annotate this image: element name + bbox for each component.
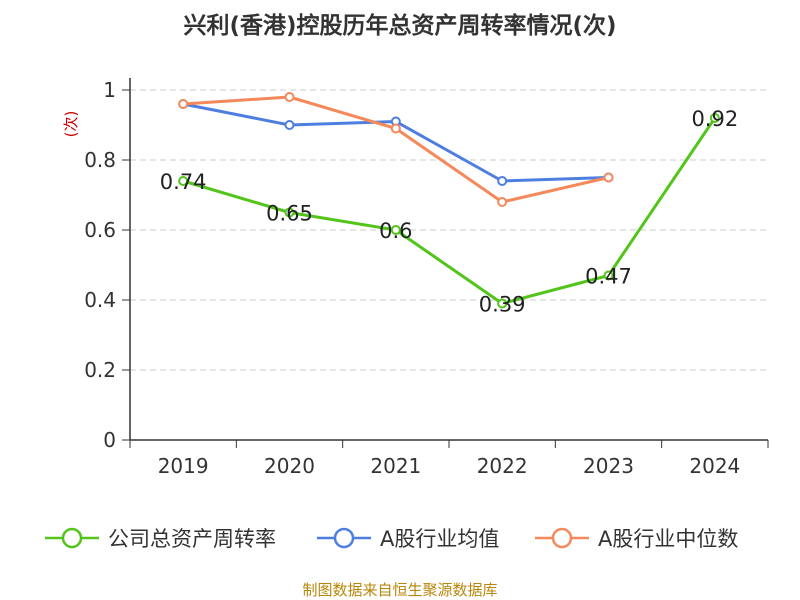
source-note: 制图数据来自恒生聚源数据库 — [302, 581, 498, 599]
series-line — [183, 95, 609, 204]
data-point — [709, 113, 720, 123]
legend-item[interactable]: 公司总资产周转率 — [44, 520, 276, 556]
data-point — [284, 92, 295, 102]
series-line — [182, 102, 609, 183]
data-labels: 0.74 0.65 0.6 0.39 0.47 0.92 — [160, 107, 738, 317]
data-point — [603, 172, 614, 183]
y-tick-label: 0.4 — [84, 288, 116, 312]
data-point — [497, 197, 508, 207]
data-point — [284, 120, 295, 130]
data-label: 0.65 — [266, 202, 313, 226]
series-layer — [178, 92, 720, 309]
x-tick-label: 2020 — [264, 454, 315, 478]
series-line — [182, 117, 717, 305]
x-tick-label: 2023 — [583, 454, 634, 478]
y-tick-label: 1 — [103, 78, 116, 102]
legend-swatch-icon — [317, 527, 371, 549]
data-point — [497, 298, 508, 309]
legend-item[interactable]: A股行业中位数 — [534, 520, 738, 556]
axes: 0 0.2 0.4 0.6 0.8 1 2019 2020 2021 2022 2023 2024 (次… — [62, 78, 769, 478]
x-tick-label: 2019 — [158, 454, 209, 478]
y-tick-label: 0 — [103, 428, 116, 452]
x-tick-label: 2022 — [477, 454, 528, 478]
y-tick-label: 0.8 — [84, 148, 116, 172]
legend-label: A股行业均值 — [380, 527, 500, 551]
legend-swatch-icon — [535, 527, 589, 549]
data-point — [178, 176, 189, 186]
chart-title: 兴利(香港)控股历年总资产周转率情况(次) — [183, 13, 617, 39]
data-label: 0.47 — [585, 265, 632, 289]
x-tick-label: 2021 — [370, 454, 421, 478]
data-point — [497, 176, 508, 186]
data-point — [178, 99, 189, 109]
data-point — [390, 225, 401, 235]
y-axis-title: (次) — [62, 111, 80, 138]
legend: 公司总资产周转率 A股行业均值 A股行业中位数 — [0, 520, 800, 556]
legend-swatch-icon — [45, 527, 99, 549]
legend-label: A股行业中位数 — [598, 527, 739, 551]
data-label: 0.39 — [479, 293, 526, 317]
legend-label: 公司总资产周转率 — [108, 527, 276, 551]
grid-lines — [130, 89, 768, 371]
y-tick-label: 0.6 — [84, 218, 116, 242]
data-label: 0.6 — [379, 219, 412, 243]
legend-item[interactable]: A股行业均值 — [316, 520, 499, 556]
y-tick-label: 0.2 — [84, 358, 116, 382]
x-tick-label: 2024 — [689, 454, 740, 478]
data-point — [603, 270, 614, 281]
data-point — [390, 123, 401, 134]
data-label: 0.92 — [691, 107, 738, 131]
data-point — [284, 207, 295, 218]
data-label: 0.74 — [160, 170, 207, 194]
